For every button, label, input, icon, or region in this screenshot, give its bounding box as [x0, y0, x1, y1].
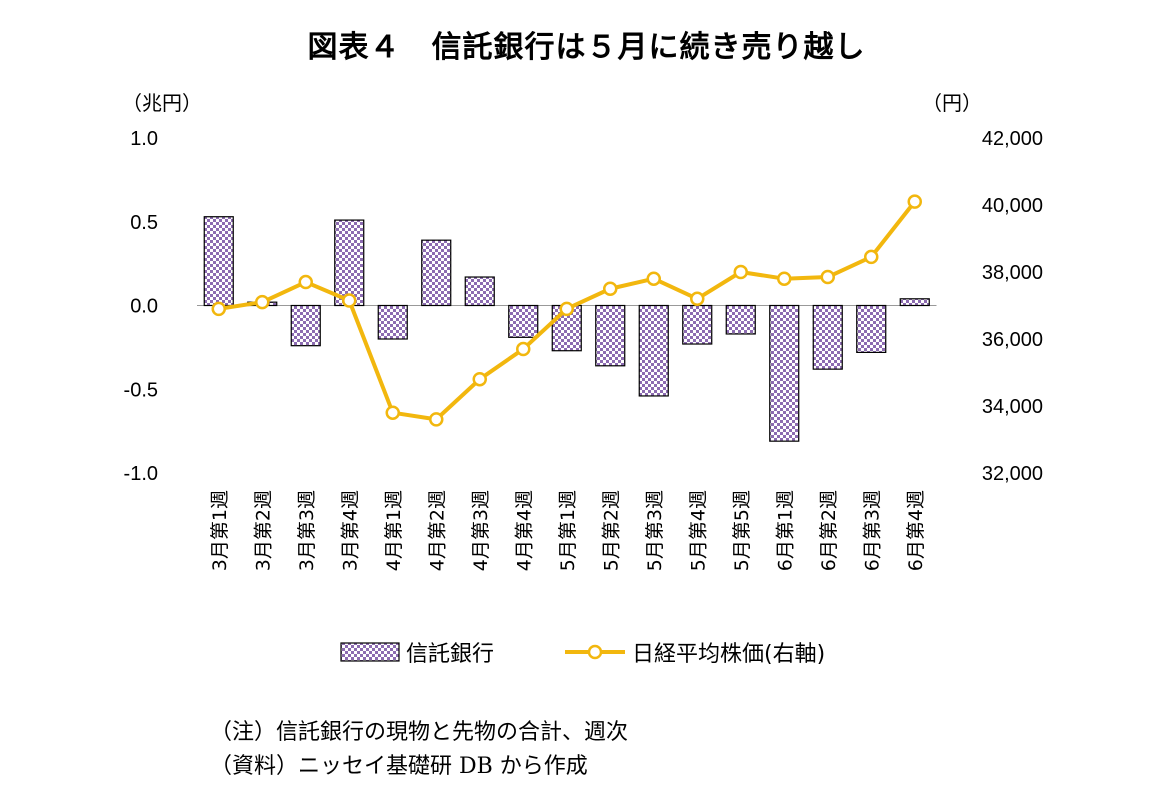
right-tick-label: 34,000 [982, 396, 1043, 418]
bar-trust-bank [290, 304, 321, 347]
footnote-source: （資料）ニッセイ基礎研 DB から作成 [210, 754, 588, 779]
legend-label-nikkei: 日経平均株価(右軸) [632, 642, 825, 667]
nikkei-point [603, 281, 618, 296]
legend-swatch-trust-bank [340, 642, 400, 662]
category-label: 6月第2週 [818, 490, 840, 571]
category-label: 5月第1週 [557, 490, 579, 571]
legend-marker-nikkei [587, 644, 603, 660]
bar-trust-bank [377, 304, 408, 340]
nikkei-point [690, 291, 705, 307]
nikkei-point [864, 249, 879, 265]
category-label: 4月第3週 [470, 490, 492, 571]
bar-trust-bank [595, 304, 626, 367]
category-label: 3月第2週 [252, 490, 274, 571]
bar-trust-bank [334, 219, 365, 307]
left-tick-label: 0.5 [130, 212, 158, 234]
nikkei-point [385, 405, 400, 420]
right-tick-label: 32,000 [982, 463, 1043, 485]
category-label: 5月第4週 [687, 490, 709, 571]
footnote-note: （注）信託銀行の現物と先物の合計、週次 [210, 720, 629, 745]
category-label: 4月第1週 [383, 490, 405, 571]
bar-trust-bank [899, 298, 930, 307]
category-label: 4月第2週 [426, 490, 448, 571]
nikkei-point [777, 271, 792, 286]
right-tick-label: 38,000 [982, 262, 1043, 284]
bar-trust-bank [856, 304, 887, 354]
nikkei-point [516, 341, 531, 357]
chart-title: 図表４ 信託銀行は５月に続き売り越し [307, 30, 866, 65]
bar-trust-bank [682, 304, 713, 345]
bar-trust-bank [464, 276, 495, 307]
category-label: 3月第4週 [339, 490, 361, 571]
left-tick-label: 1.0 [130, 128, 158, 150]
left-tick-label: 0.0 [130, 296, 158, 318]
nikkei-point [559, 301, 574, 317]
bar-trust-bank [812, 304, 843, 370]
bar-trust-bank [769, 304, 800, 442]
nikkei-point [820, 269, 835, 285]
nikkei-point [472, 371, 487, 387]
chart-canvas: （兆円） （円） 1.0 0.5 0.0 -0.5 -1.0 42,000 40,000 3… [122, 91, 1043, 667]
category-label: 3月第3週 [296, 490, 318, 571]
left-tick-label: -1.0 [124, 463, 158, 485]
right-tick-label: 40,000 [982, 195, 1043, 217]
category-label: 6月第3週 [861, 490, 883, 571]
category-label: 5月第2週 [600, 490, 622, 571]
legend-label-trust-bank: 信託銀行 [406, 642, 494, 667]
category-label: 6月第4週 [905, 490, 927, 571]
nikkei-point [907, 194, 922, 209]
category-label: 4月第4週 [513, 490, 535, 571]
right-tick-label: 36,000 [982, 329, 1043, 351]
nikkei-point [429, 412, 444, 427]
nikkei-point [646, 271, 661, 286]
bar-trust-bank [508, 304, 539, 338]
nikkei-point [211, 301, 226, 317]
bar-trust-bank [638, 304, 669, 397]
legend: 信託銀行 日経平均株価(右軸) [340, 642, 825, 667]
bar-trust-bank [203, 216, 234, 307]
right-tick-label: 42,000 [982, 128, 1043, 150]
category-label: 6月第1週 [774, 490, 796, 571]
category-label: 3月第1週 [209, 490, 231, 571]
left-tick-label: -0.5 [124, 379, 158, 401]
nikkei-point [255, 294, 270, 310]
bar-trust-bank [725, 304, 756, 335]
category-label: 5月第3週 [644, 490, 666, 571]
nikkei-point [733, 264, 748, 280]
left-axis-unit: （兆円） [122, 91, 202, 115]
nikkei-point [342, 293, 357, 308]
nikkei-point [298, 274, 313, 290]
category-label: 5月第5週 [731, 490, 753, 571]
right-axis-unit: （円） [922, 91, 982, 115]
bar-trust-bank [421, 239, 452, 307]
